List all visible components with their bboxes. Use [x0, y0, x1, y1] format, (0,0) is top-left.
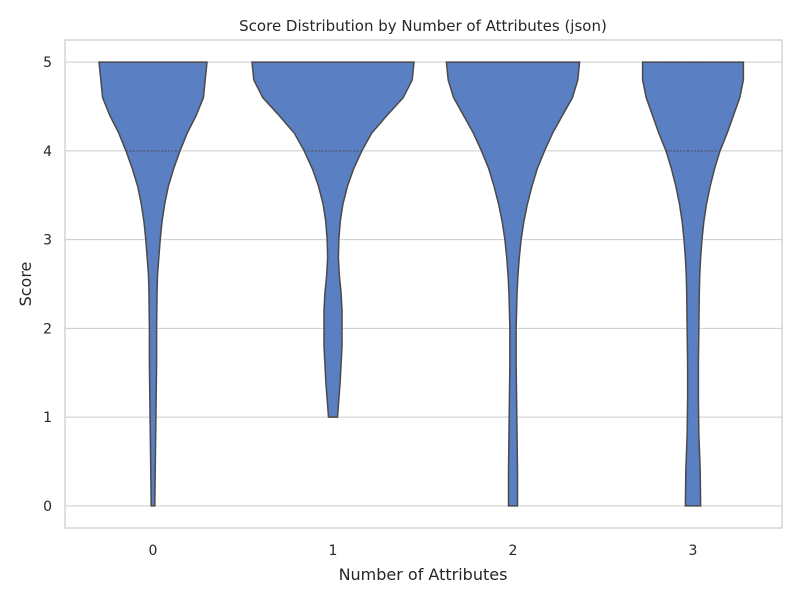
y-axis-ticks: 0 1 2 3 4 5 — [43, 55, 52, 515]
y-tick-label: 3 — [43, 233, 52, 249]
violin-3 — [641, 61, 745, 507]
x-tick-label: 3 — [689, 543, 698, 559]
plot-frame — [64, 39, 783, 529]
violins — [98, 61, 745, 507]
y-tick-label: 1 — [43, 410, 52, 426]
x-tick-label: 2 — [509, 543, 518, 559]
y-tick-label: 5 — [43, 55, 52, 71]
x-tick-label: 1 — [329, 543, 338, 559]
x-axis-ticks: 0 1 2 3 — [149, 543, 698, 559]
y-tick-label: 4 — [43, 144, 52, 160]
x-tick-label: 0 — [149, 543, 158, 559]
y-tick-label: 0 — [43, 499, 52, 515]
y-tick-label: 2 — [43, 321, 52, 337]
violin-0 — [98, 61, 208, 507]
violin-1 — [251, 61, 415, 418]
violin-2 — [445, 61, 581, 507]
chart-title: Score Distribution by Number of Attribut… — [239, 17, 607, 35]
x-axis-label: Number of Attributes — [339, 565, 508, 584]
y-axis-label: Score — [16, 262, 35, 307]
